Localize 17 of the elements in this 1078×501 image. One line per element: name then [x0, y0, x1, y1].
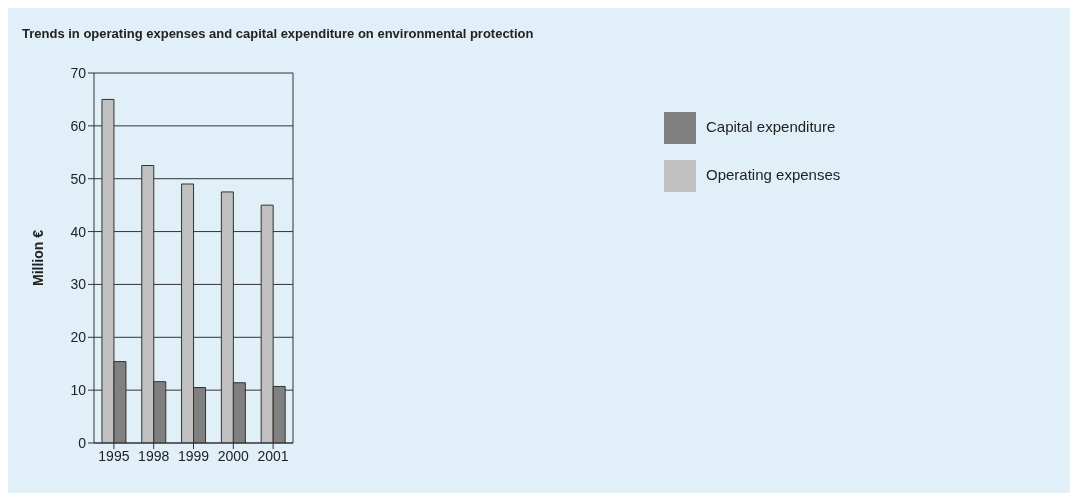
x-tick-label: 2000: [217, 447, 250, 464]
y-tick-label: 10: [70, 382, 87, 399]
x-tick-label: 1995: [98, 447, 130, 464]
y-tick-label: 50: [70, 170, 87, 187]
y-tick-label: 60: [70, 117, 87, 134]
y-tick-label: 30: [70, 276, 87, 293]
chart-title: Trends in operating expenses and capital expenditure on environmental protection: [22, 26, 534, 41]
y-tick-label: 20: [70, 329, 87, 346]
y-axis-title: Million €: [29, 229, 46, 286]
x-tick-label: 1998: [138, 447, 170, 464]
y-tick-label: 40: [70, 223, 87, 240]
y-tick-label: 0: [78, 434, 87, 451]
x-tick-label: 2001: [257, 447, 289, 464]
x-tick-label: 1999: [177, 447, 210, 464]
y-tick-label: 70: [70, 64, 87, 81]
legend-label: Operating expenses: [706, 166, 841, 183]
legend-label: Capital expenditure: [706, 118, 836, 135]
